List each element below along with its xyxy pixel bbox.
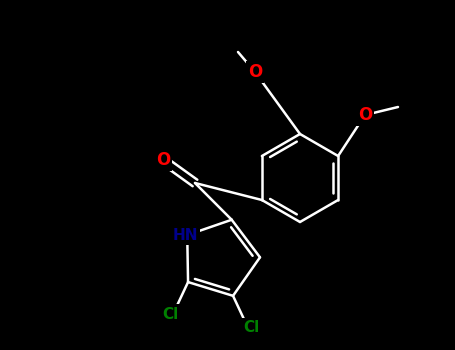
Text: O: O (248, 63, 262, 81)
Text: HN: HN (172, 228, 198, 243)
Text: O: O (156, 151, 170, 169)
Text: O: O (358, 106, 372, 124)
Text: Cl: Cl (243, 320, 259, 335)
Text: Cl: Cl (162, 307, 178, 322)
